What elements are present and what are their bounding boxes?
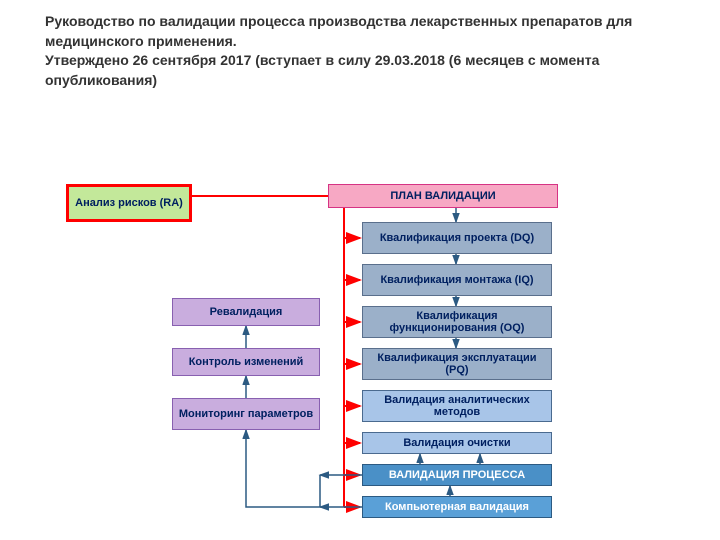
header-text: Руководство по валидации процесса произв… (45, 12, 685, 90)
node-oq: Квалификация функционирования (OQ) (362, 306, 552, 338)
header-line2: Утверждено 26 сентября 2017 (вступает в … (45, 52, 599, 88)
node-mon: Мониторинг параметров (172, 398, 320, 430)
node-revalid: Ревалидация (172, 298, 320, 326)
node-analyt: Валидация аналитических методов (362, 390, 552, 422)
node-iq: Квалификация монтажа (IQ) (362, 264, 552, 296)
node-clean: Валидация очистки (362, 432, 552, 454)
node-dq: Квалификация проекта (DQ) (362, 222, 552, 254)
header-line1: Руководство по валидации процесса произв… (45, 13, 632, 49)
node-pq: Квалификация эксплуатации (PQ) (362, 348, 552, 380)
node-cc: Контроль изменений (172, 348, 320, 376)
node-plan: ПЛАН ВАЛИДАЦИИ (328, 184, 558, 208)
node-pv: ВАЛИДАЦИЯ ПРОЦЕССА (362, 464, 552, 486)
node-comp: Компьютерная валидация (362, 496, 552, 518)
node-ra: Анализ рисков (RA) (66, 184, 192, 222)
